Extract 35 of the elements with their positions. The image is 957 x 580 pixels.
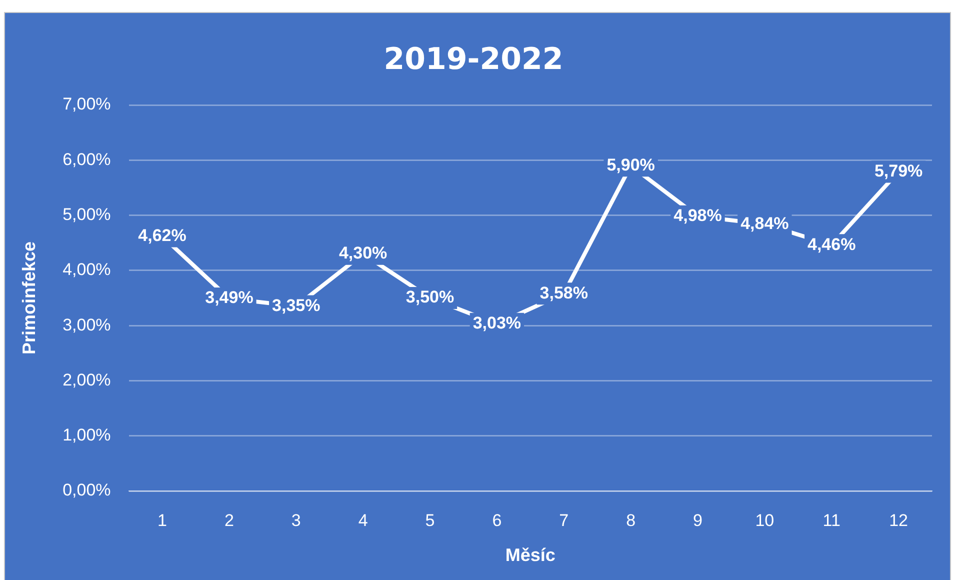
y-tick-label: 5,00% bbox=[62, 204, 111, 224]
y-tick-label: 3,00% bbox=[62, 315, 111, 334]
y-tick-label: 6,00% bbox=[62, 150, 111, 169]
data-label: 4,98% bbox=[674, 206, 722, 226]
x-tick-label: 5 bbox=[425, 511, 435, 530]
x-tick-label: 10 bbox=[755, 511, 774, 530]
x-tick-label: 6 bbox=[492, 511, 502, 530]
data-label: 4,30% bbox=[338, 244, 388, 263]
data-label: 4,46% bbox=[808, 234, 856, 254]
x-tick-label: 9 bbox=[693, 511, 702, 530]
x-tick-label: 4 bbox=[358, 511, 368, 530]
data-label: 3,49% bbox=[205, 288, 254, 308]
y-tick-label: 0,00% bbox=[62, 480, 111, 500]
data-label: 5,79% bbox=[874, 161, 923, 180]
y-tick-label: 1,00% bbox=[62, 426, 111, 445]
x-tick-label: 2 bbox=[224, 511, 234, 530]
y-axis-title: Primoinfekce bbox=[18, 241, 39, 355]
data-label: 5,90% bbox=[606, 155, 655, 174]
data-label: 3,35% bbox=[272, 296, 320, 315]
data-label: 4,84% bbox=[740, 214, 789, 233]
x-tick-label: 7 bbox=[559, 511, 569, 530]
x-tick-label: 8 bbox=[626, 511, 636, 530]
data-label: 3,58% bbox=[540, 283, 588, 302]
x-axis-title: Měsíc bbox=[505, 545, 556, 566]
chart-title: 2019-2022 bbox=[384, 42, 564, 77]
x-tick-label: 11 bbox=[822, 511, 840, 530]
x-tick-label: 1 bbox=[158, 511, 168, 530]
x-tick-label: 3 bbox=[291, 511, 301, 530]
y-tick-label: 4,00% bbox=[62, 260, 111, 280]
data-label: 3,03% bbox=[472, 314, 522, 333]
x-tick-label: 12 bbox=[889, 511, 908, 530]
data-label: 4,62% bbox=[138, 226, 186, 245]
y-tick-label: 7,00% bbox=[62, 94, 111, 114]
y-tick-label: 2,00% bbox=[62, 370, 111, 390]
data-label: 3,50% bbox=[406, 288, 454, 307]
